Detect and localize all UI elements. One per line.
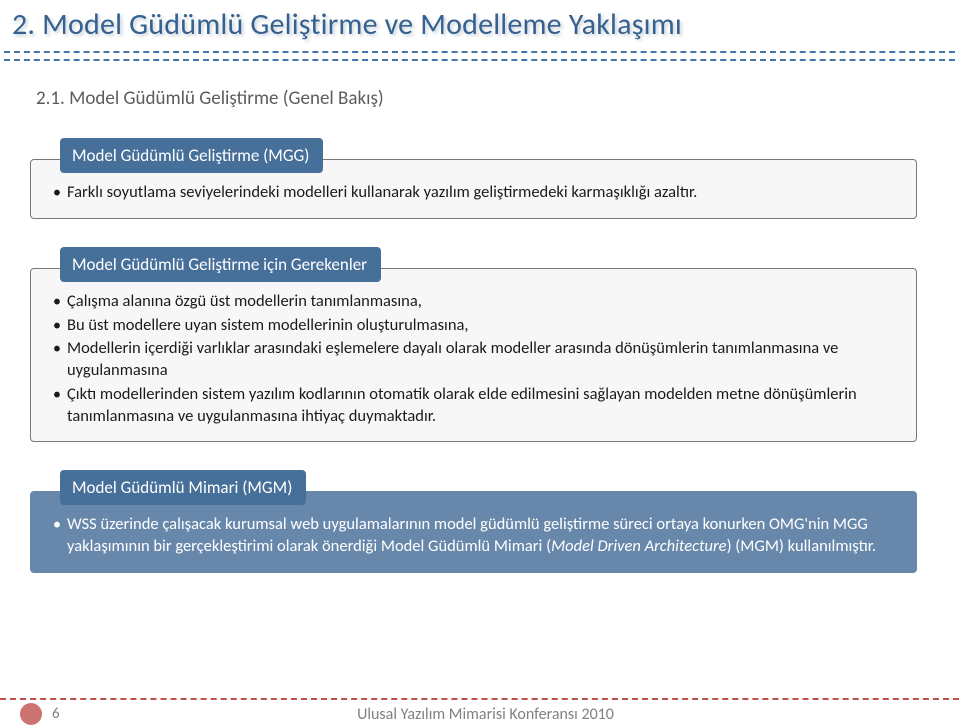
block-mgm-header: Model Güdümlü Mimari (MGM) xyxy=(60,470,306,505)
block-mgg: Model Güdümlü Geliştirme (MGG) Farklı so… xyxy=(60,124,917,219)
bullet-text: Farklı soyutlama seviyelerindeki modelle… xyxy=(67,182,902,204)
slide-footer: 6 Ulusal Yazılım Mimarisi Konferansı 201… xyxy=(0,698,959,726)
bullet-text: Çıktı modellerinden sistem yazılım kodla… xyxy=(67,384,902,428)
bullet-text: Çalışma alanına özgü üst modellerin tanı… xyxy=(67,291,902,313)
slide-content: 2.1. Model Güdümlü Geliştirme (Genel Bak… xyxy=(0,61,959,573)
list-item: Modellerin içerdiği varlıklar arasındaki… xyxy=(53,338,902,382)
list-item: Bu üst modellere uyan sistem modellerini… xyxy=(53,315,902,337)
bullet-icon xyxy=(53,291,67,313)
slide-title: 2. Model Güdümlü Geliştirme ve Modelleme… xyxy=(12,6,947,43)
bullet-text: Bu üst modellere uyan sistem modellerini… xyxy=(67,315,902,337)
bullet-icon xyxy=(53,514,67,558)
list-item: Çıktı modellerinden sistem yazılım kodla… xyxy=(53,384,902,428)
page-number: 6 xyxy=(52,705,92,723)
block-gerekenler: Model Güdümlü Geliştirme için Gerekenler… xyxy=(60,233,917,443)
block-mgg-header: Model Güdümlü Geliştirme (MGG) xyxy=(60,138,323,173)
bullet-text: Modellerin içerdiği varlıklar arasındaki… xyxy=(67,338,902,382)
bullet-icon xyxy=(53,338,67,382)
list-item: Farklı soyutlama seviyelerindeki modelle… xyxy=(53,182,902,204)
footer-conference: Ulusal Yazılım Mimarisi Konferansı 2010 xyxy=(92,705,959,724)
bullet-text: WSS üzerinde çalışacak kurumsal web uygu… xyxy=(67,514,902,558)
bullet-icon xyxy=(53,384,67,428)
list-item: WSS üzerinde çalışacak kurumsal web uygu… xyxy=(53,514,902,558)
bullet-icon xyxy=(53,315,67,337)
block-mgm: Model Güdümlü Mimari (MGM) WSS üzerinde … xyxy=(60,456,917,573)
bullet-icon xyxy=(53,182,67,204)
subsection-title: 2.1. Model Güdümlü Geliştirme (Genel Bak… xyxy=(36,87,917,110)
title-underline-1 xyxy=(4,51,955,53)
block-gerekenler-body: Çalışma alanına özgü üst modellerin tanı… xyxy=(30,268,917,443)
mgm-body-italic: Model Driven Architecture xyxy=(551,536,726,556)
page-number-dot-icon xyxy=(20,703,42,725)
mgm-body-suffix: ) (MGM) kullanılmıştır. xyxy=(727,536,876,556)
slide-title-bar: 2. Model Güdümlü Geliştirme ve Modelleme… xyxy=(2,2,957,49)
list-item: Çalışma alanına özgü üst modellerin tanı… xyxy=(53,291,902,313)
block-gerekenler-header: Model Güdümlü Geliştirme için Gerekenler xyxy=(60,247,381,282)
